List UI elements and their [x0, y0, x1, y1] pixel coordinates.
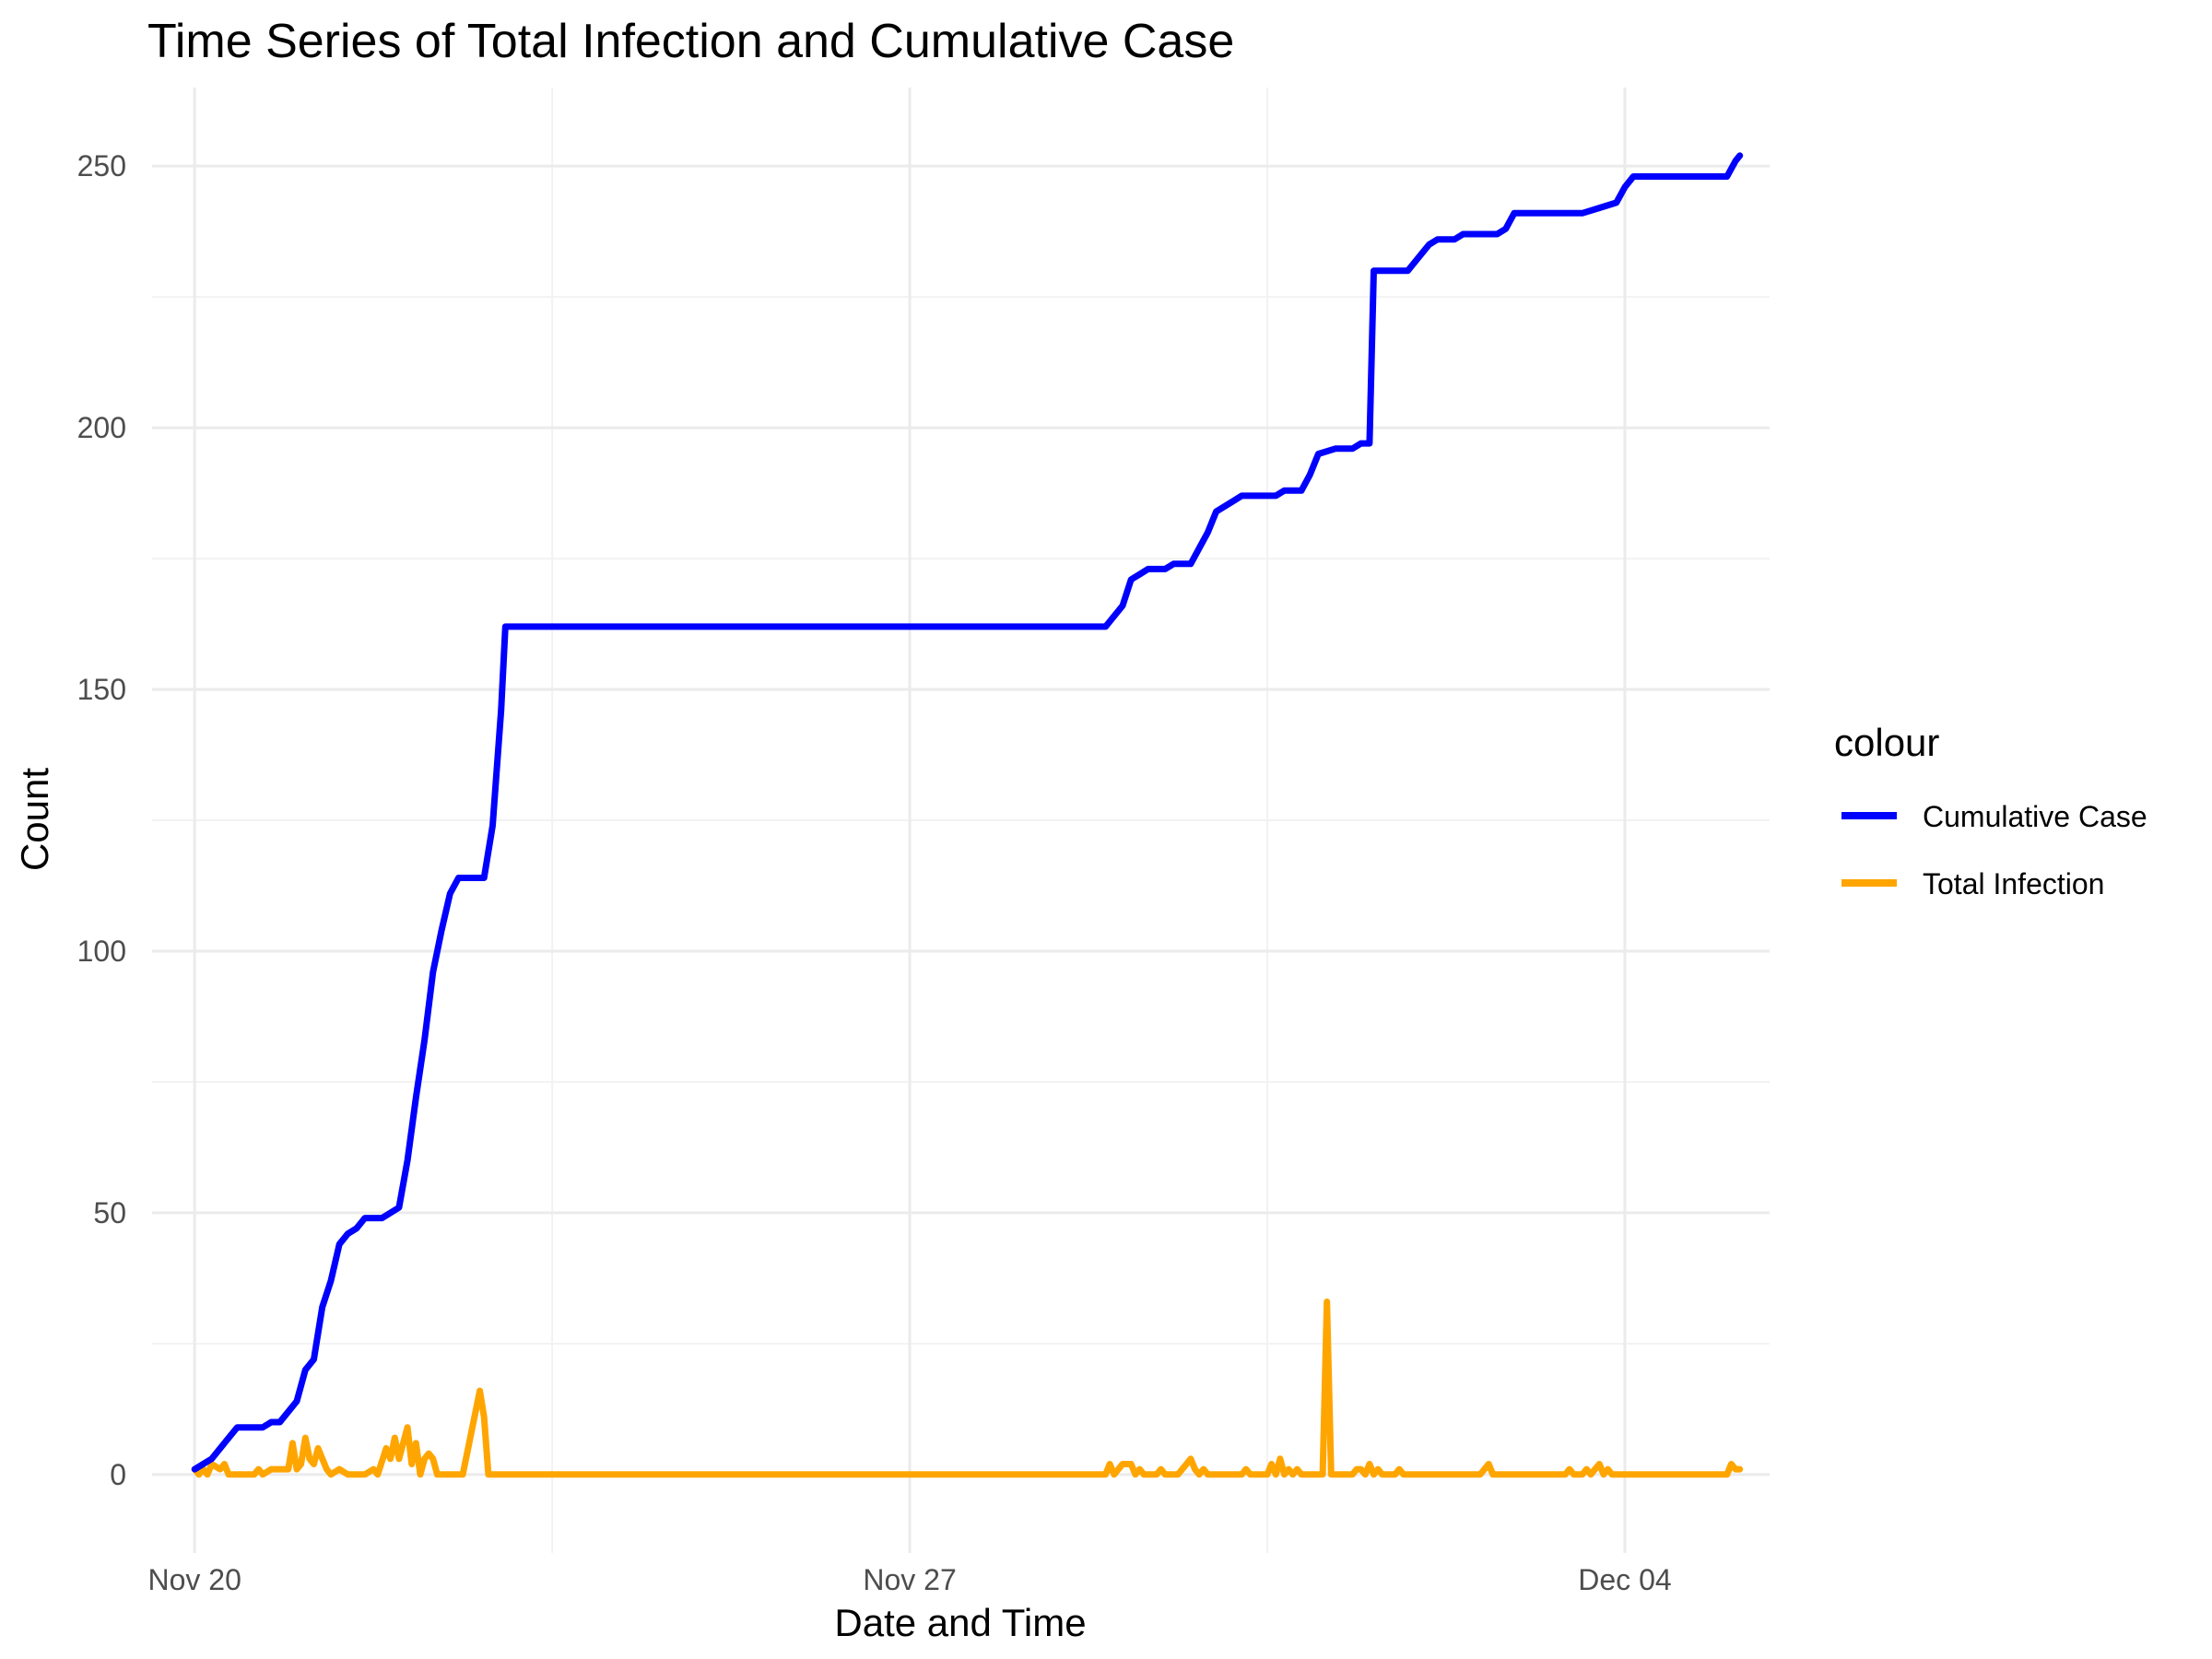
y-tick-label: 0 — [110, 1458, 126, 1491]
series-lines — [191, 152, 1744, 1478]
y-tick-label: 50 — [93, 1196, 126, 1230]
y-tick-label: 150 — [77, 673, 126, 706]
legend-label-total-infection: Total Infection — [1923, 867, 2104, 900]
legend-title: colour — [1834, 721, 1939, 764]
y-axis-tick-labels: 0 50 100 150 200 250 — [77, 149, 126, 1491]
x-tick-label: Nov 20 — [147, 1563, 241, 1596]
legend-label-cumulative-case: Cumulative Case — [1923, 800, 2147, 833]
y-tick-label: 100 — [77, 935, 126, 968]
minor-gridlines — [152, 88, 1770, 1553]
chart-title: Time Series of Total Infection and Cumul… — [147, 15, 1234, 68]
y-tick-label: 250 — [77, 149, 126, 182]
y-tick-label: 200 — [77, 411, 126, 444]
x-tick-label: Dec 04 — [1578, 1563, 1671, 1596]
x-tick-label: Nov 27 — [863, 1563, 956, 1596]
series-line-cumulative-case — [191, 152, 1744, 1473]
series-line-total-infection — [191, 1298, 1744, 1478]
x-axis-tick-labels: Nov 20 Nov 27 Dec 04 — [147, 1563, 1671, 1596]
y-axis-title: Count — [13, 768, 56, 871]
x-axis-title: Date and Time — [834, 1601, 1086, 1644]
major-gridlines — [152, 88, 1770, 1553]
legend: colour Cumulative Case Total Infection — [1834, 721, 2147, 900]
